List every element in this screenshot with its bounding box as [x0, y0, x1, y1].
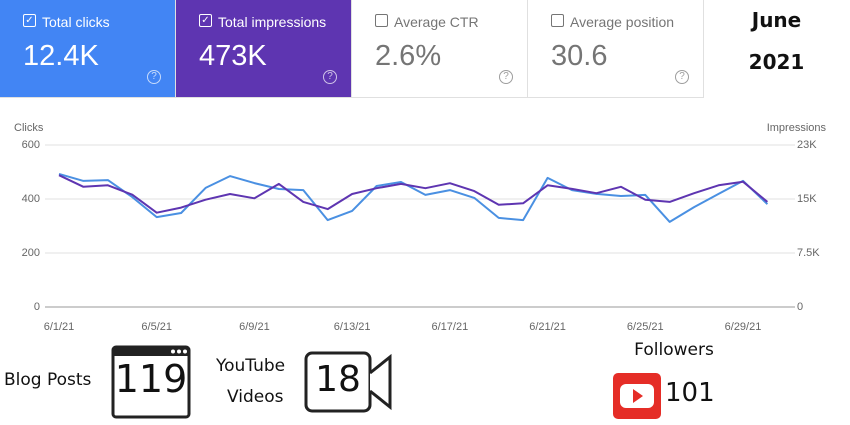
x-tick-label: 6/25/21 — [627, 321, 664, 333]
y-axis-title: Clicks — [14, 122, 44, 134]
x-tick-label: 6/5/21 — [141, 321, 172, 333]
metric-card[interactable]: ✓ Total clicks 12.4K? — [0, 0, 176, 98]
card-label: Average CTR — [394, 14, 479, 30]
card-value: 30.6 — [551, 40, 608, 72]
year: 2021 — [748, 50, 805, 74]
x-tick-label: 6/29/21 — [725, 321, 762, 333]
y2-tick-label: 23K — [797, 139, 817, 151]
y2-tick-label: 7.5K — [797, 247, 820, 259]
y-tick-label: 0 — [34, 301, 40, 313]
x-tick-label: 6/17/21 — [432, 321, 469, 333]
y-tick-label: 600 — [22, 139, 40, 151]
y2-tick-label: 0 — [797, 301, 803, 313]
checkbox — [551, 14, 564, 27]
followers-count: 101 — [665, 378, 715, 408]
x-tick-label: 6/1/21 — [44, 321, 75, 333]
browser-icon — [111, 345, 191, 419]
video-label: YouTube — [216, 356, 286, 376]
help-icon: ? — [147, 70, 161, 84]
help-icon: ? — [499, 70, 513, 84]
series-line — [58, 172, 769, 223]
y-tick-label: 200 — [22, 247, 40, 259]
card-label: Total impressions — [218, 14, 327, 30]
help-icon: ? — [675, 70, 689, 84]
card-label: Average position — [570, 14, 675, 30]
y-tick-label: 400 — [22, 193, 40, 205]
blog-count: 119 — [114, 357, 188, 401]
video-label: Videos — [227, 387, 284, 407]
youtube-icon — [613, 373, 661, 419]
card-value: 2.6% — [375, 40, 442, 72]
card-value: 12.4K — [23, 40, 99, 72]
checkbox: ✓ — [199, 14, 212, 27]
metric-card[interactable]: ✓ Total impressions 473K? — [176, 0, 352, 98]
video-count: 18 — [315, 359, 361, 400]
camera-icon — [304, 351, 392, 413]
series-line — [58, 174, 769, 214]
checkbox — [375, 14, 388, 27]
month: June — [751, 8, 802, 32]
help-icon: ? — [323, 70, 337, 84]
chart: Clicks Impressions 0 200 400 600 0 7.5K 15K 23K… — [14, 122, 827, 333]
x-tick-label: 6/13/21 — [334, 321, 371, 333]
card-value: 473K — [199, 40, 267, 72]
metric-card[interactable]: Average position 30.6? — [528, 0, 704, 98]
followers-label: Followers — [634, 340, 714, 360]
y2-tick-label: 15K — [797, 193, 817, 205]
y2-axis-title: Impressions — [767, 122, 827, 134]
x-tick-label: 6/9/21 — [239, 321, 270, 333]
card-label: Total clicks — [42, 14, 110, 30]
blog-label: Blog Posts — [4, 370, 92, 390]
metric-card[interactable]: Average CTR 2.6%? — [352, 0, 528, 98]
x-tick-label: 6/21/21 — [529, 321, 566, 333]
checkbox: ✓ — [23, 14, 36, 27]
